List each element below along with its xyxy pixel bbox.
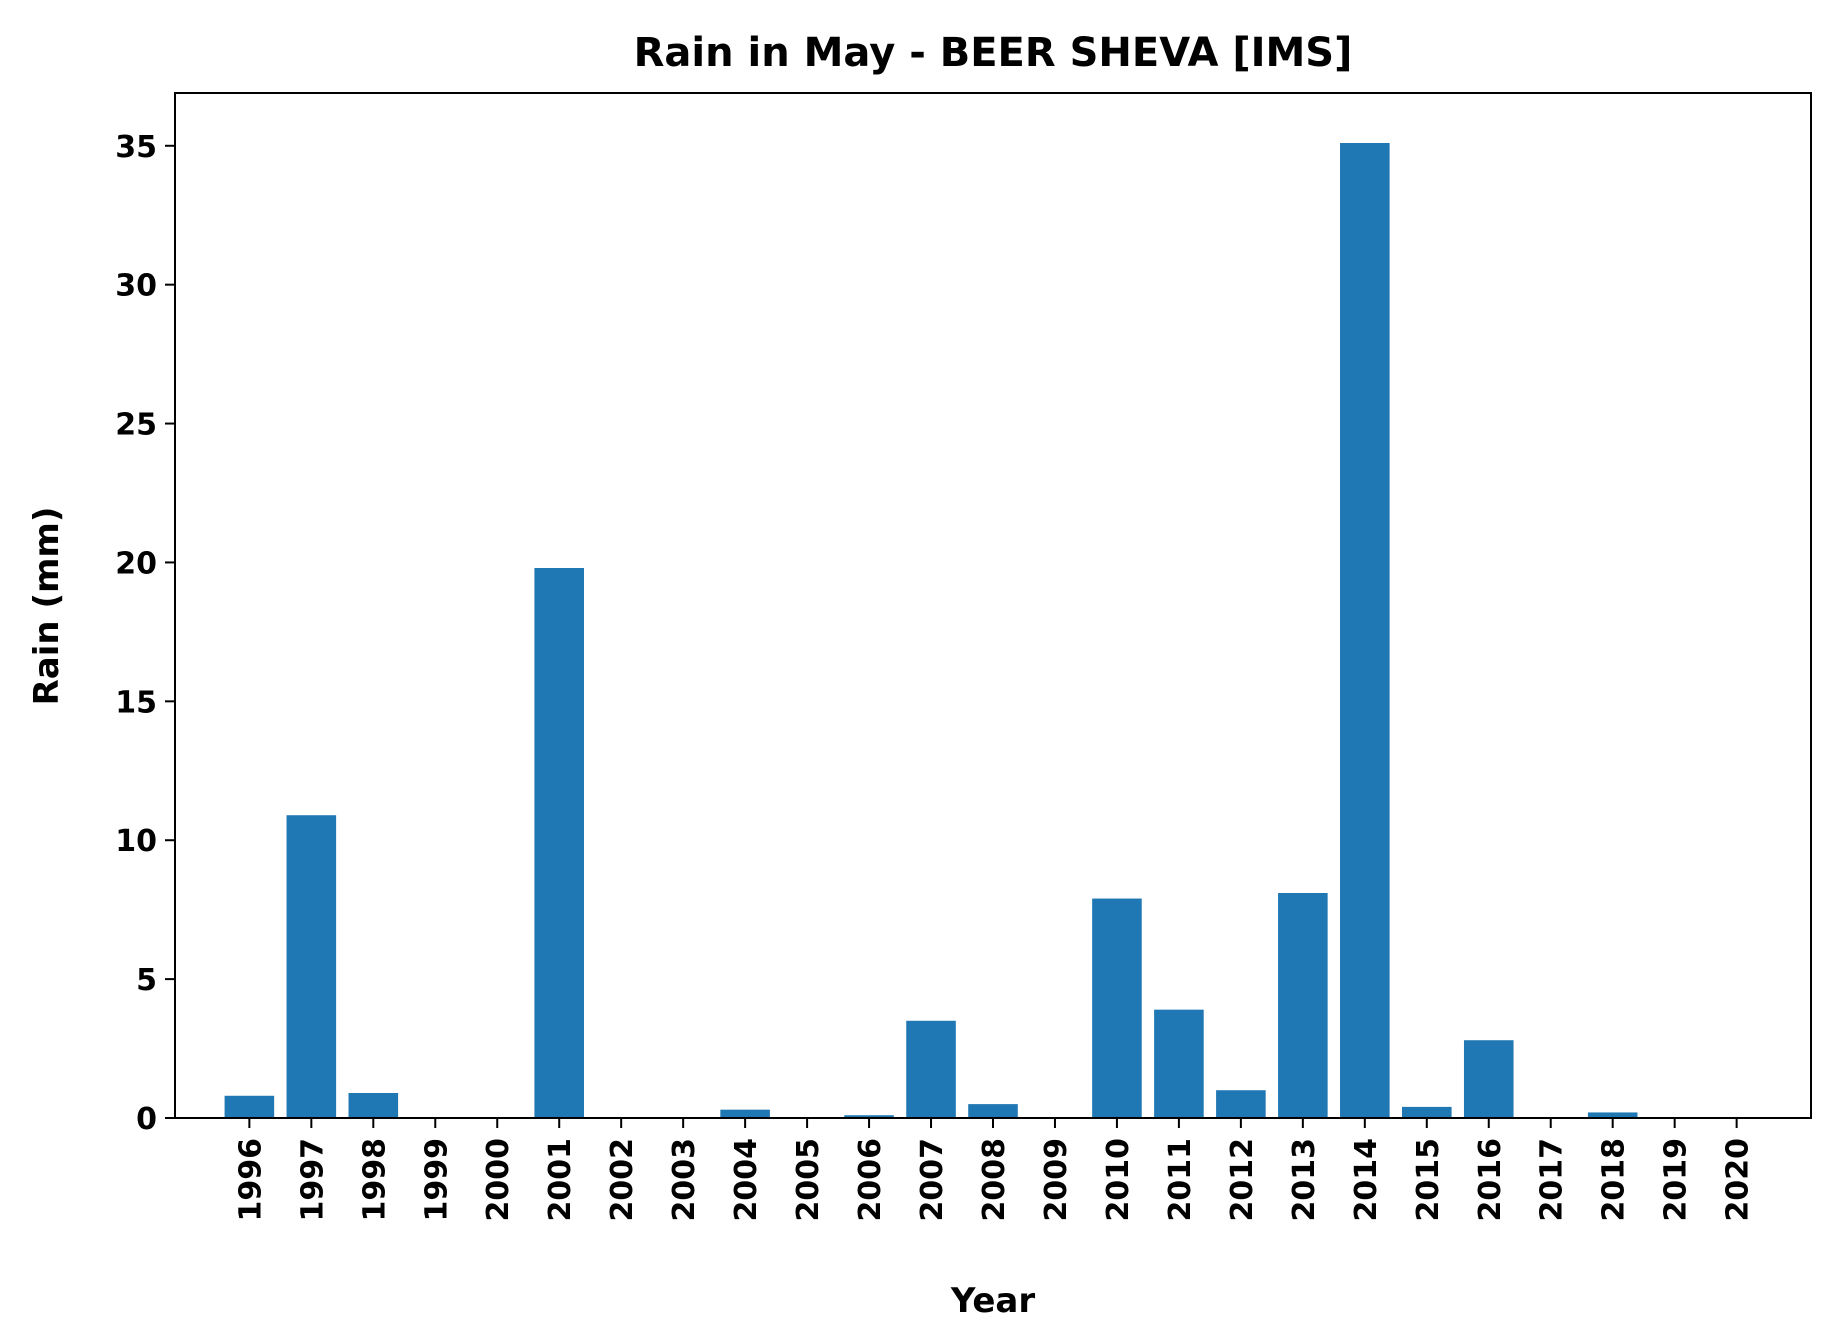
x-tick-label: 2020 (1721, 1138, 1756, 1222)
bar-2018 (1587, 1112, 1638, 1118)
bar-2004 (720, 1109, 770, 1118)
x-tick-label: 1997 (295, 1138, 330, 1222)
x-tick-label: 2007 (915, 1138, 950, 1222)
bar-2008 (968, 1104, 1018, 1118)
x-tick-label: 2003 (667, 1138, 702, 1222)
y-tick-label: 15 (115, 685, 157, 720)
x-tick-label: 2006 (853, 1138, 888, 1222)
y-tick-label: 25 (115, 408, 157, 443)
x-tick-label: 2016 (1473, 1138, 1508, 1222)
bar-2006 (844, 1115, 894, 1118)
x-tick-label: 1999 (419, 1138, 454, 1222)
x-tick-label: 2001 (543, 1138, 578, 1222)
bar-2010 (1092, 898, 1142, 1118)
bar-2014 (1340, 143, 1390, 1118)
chart-title: Rain in May - BEER SHEVA [IMS] (634, 30, 1353, 76)
x-tick-label: 2013 (1287, 1138, 1322, 1222)
y-axis: 0 5 10 15 20 25 30 35 (115, 130, 175, 1137)
bar-1996 (224, 1095, 275, 1118)
x-tick-label: 1996 (233, 1138, 268, 1222)
x-tick-label: 2018 (1597, 1138, 1632, 1222)
plot-frame (174, 92, 1812, 1119)
y-tick-label: 0 (136, 1102, 157, 1137)
y-axis-label: Rain (mm) (27, 507, 67, 706)
bar-2011 (1154, 1009, 1204, 1118)
bar-2007 (906, 1020, 956, 1118)
x-tick-label: 2015 (1411, 1138, 1446, 1222)
bar-2013 (1278, 893, 1328, 1118)
bar-1997 (286, 815, 337, 1118)
x-tick-label: 2008 (977, 1138, 1012, 1222)
bar-1998 (348, 1093, 399, 1118)
x-tick-label: 2019 (1659, 1138, 1694, 1222)
bar-2016 (1463, 1040, 1514, 1118)
x-tick-label: 2004 (729, 1138, 764, 1222)
y-tick-label: 5 (136, 963, 157, 998)
bar-2001 (534, 568, 584, 1118)
x-tick-label: 2011 (1163, 1138, 1198, 1222)
x-axis: 1996 1997 1998 1999 2000 2001 2002 2003 2004 2005… (233, 1118, 1756, 1222)
bar-2015 (1402, 1106, 1452, 1118)
x-tick-label: 2014 (1349, 1138, 1384, 1222)
x-tick-label: 2002 (605, 1138, 640, 1222)
y-tick-label: 35 (115, 130, 157, 165)
x-axis-label: Year (950, 1281, 1036, 1321)
y-tick-label: 10 (115, 824, 157, 859)
x-tick-label: 1998 (357, 1138, 392, 1222)
x-tick-label: 2005 (791, 1138, 826, 1222)
x-tick-label: 2017 (1535, 1138, 1570, 1222)
x-tick-label: 2009 (1039, 1138, 1074, 1222)
x-tick-label: 2012 (1225, 1138, 1260, 1222)
x-tick-label: 2010 (1101, 1138, 1136, 1222)
y-tick-label: 20 (115, 546, 157, 581)
bar-2012 (1216, 1090, 1266, 1118)
bars-group (224, 143, 1638, 1118)
y-tick-label: 30 (115, 269, 157, 304)
x-tick-label: 2000 (481, 1138, 516, 1222)
